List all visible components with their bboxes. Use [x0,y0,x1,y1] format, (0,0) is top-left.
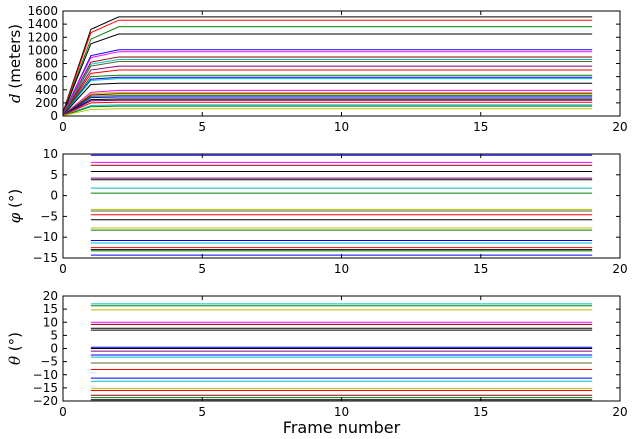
y-tick-label: −5 [40,209,58,223]
series-line-12 [62,74,593,115]
x-tick-label: 10 [334,262,349,276]
series-line-2 [62,19,593,113]
series-line-3 [62,26,593,114]
y-tick-label: −10 [33,368,58,382]
y-tick-label: 1000 [27,43,58,57]
y-axis-label: φ (°) [6,189,24,224]
y-axis-label-text: (°) [6,332,24,356]
y-axis-label-symbol: φ [6,212,24,223]
y-tick-label: 1600 [27,4,58,18]
x-tick-label: 5 [198,120,206,134]
series-line-8 [62,59,593,115]
y-tick-label: 200 [35,96,58,110]
y-axis-label: θ (°) [6,332,24,365]
y-axis-label-text: (meters) [6,24,24,93]
y-axis-label-symbol: d [6,93,24,103]
x-tick-label: 20 [612,405,627,419]
y-tick-label: 10 [43,315,58,329]
y-tick-label: 10 [43,147,58,161]
y-tick-label: −20 [33,394,58,408]
x-tick-label: 15 [473,405,488,419]
x-tick-label: 20 [612,262,627,276]
series-line-14 [62,78,593,116]
y-tick-label: 0 [50,189,58,203]
x-tick-label: 20 [612,120,627,134]
series-line-9 [62,61,593,115]
series-line-25 [62,105,593,117]
y-tick-label: 400 [35,83,58,97]
series-line-17 [62,91,593,116]
series-line-11 [62,69,593,115]
series-line-1 [62,16,593,113]
y-tick-label: −15 [33,381,58,395]
subplot-2: 0 5 10 15 20 −15 −10 −5 0 5 10 φ (°) [6,147,628,276]
y-tick-label: 600 [35,70,58,84]
y-tick-label: −5 [40,355,58,369]
y-tick-label: 1400 [27,17,58,31]
y-tick-label: 5 [50,168,58,182]
y-tick-label: −10 [33,230,58,244]
x-tick-label: 5 [198,405,206,419]
series-line-26 [62,108,593,117]
series-line-21 [62,98,593,116]
series-line-23 [62,101,593,116]
x-tick-label: 10 [334,120,349,134]
series-line-10 [62,65,593,115]
x-tick-label: 0 [59,120,67,134]
y-axis-label-symbol: θ [6,356,24,365]
y-tick-label: 5 [50,328,58,342]
series-line-18 [62,93,593,116]
x-tick-label: 15 [473,120,488,134]
x-tick-label: 0 [59,262,67,276]
series-line-20 [62,96,593,116]
x-tick-label: 15 [473,262,488,276]
y-tick-label: 0 [50,109,58,123]
y-tick-label: 20 [43,289,58,303]
y-tick-label: −15 [33,251,58,265]
y-tick-label: 1200 [27,30,58,44]
x-tick-label: 10 [334,405,349,419]
series-line-6 [62,51,593,115]
series-line-24 [62,104,593,117]
x-axis-label: Frame number [283,418,401,437]
y-axis-label: d (meters) [6,24,24,103]
y-tick-label: 800 [35,57,58,71]
series-line-4 [62,33,593,114]
x-tick-label: 0 [59,405,67,419]
x-tick-label: 5 [198,262,206,276]
y-tick-label: 15 [43,302,58,316]
axes-frame [62,153,621,259]
y-axis-label-text: (°) [6,189,24,213]
series-line-15 [62,82,593,116]
series-line-22 [62,99,593,116]
series-line-16 [62,89,593,116]
series-line-19 [62,95,593,116]
y-tick-label: 0 [50,342,58,356]
